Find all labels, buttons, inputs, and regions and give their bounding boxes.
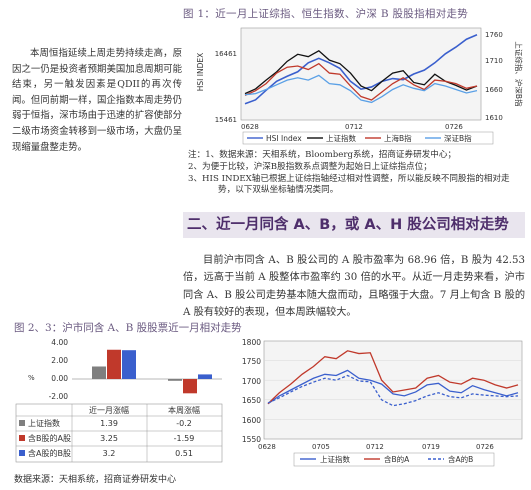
legend-label-hsi: HSI Index	[266, 134, 302, 143]
bar-ytick-3: -2.00	[49, 392, 69, 401]
section-title: 二、近一月同含 A、B，或 A、H 股公司相对走势	[183, 212, 525, 238]
table-cell-sh-month: 1.39	[100, 419, 118, 428]
note-3: 3、HIS INDEX轴已根据上证综指轴经过相对性调整，所以能反映不同股指的相对…	[188, 173, 510, 196]
fig3-line-ba	[267, 374, 519, 407]
bar-sh-month	[92, 366, 106, 379]
plot-area	[240, 27, 482, 121]
figure-3-lines	[267, 350, 519, 407]
bar-ylabel: %	[28, 374, 35, 382]
left-paragraph: 本周恒指延续上周走势持续走高，原因之一仍是投资者预期美国加息周期可能结束，另一触…	[12, 48, 182, 153]
line-sz-b	[244, 74, 478, 104]
bar-ba-week	[198, 374, 212, 379]
bar-ba-month	[122, 350, 136, 379]
table-swatch-sh	[19, 420, 25, 426]
table-cell-ab-week: -1.59	[174, 434, 195, 443]
note-1: 注：1、数据来源：天相系统，Bloomberg系统，招商证券研发中心；	[188, 150, 457, 160]
data-source: 数据来源：天相系统，招商证券研发中心	[14, 475, 177, 485]
body-paragraph: 目前沪市同含 A、B 股公司的 A 股市盈率为 68.96 倍，B 股为 42.…	[183, 255, 525, 318]
right-tick-3: 1610	[485, 114, 503, 122]
x-tick-0712: 0712	[345, 123, 363, 131]
table-cell-ab-month: 3.25	[100, 434, 118, 443]
figure-3-line-chart: 1800 1750 1700 1650 1600 1550 0628 0705 …	[236, 336, 526, 468]
figure-2-bars	[92, 349, 212, 394]
table-col-header-month: 近一月涨幅	[89, 405, 129, 415]
figure-1-svg: HSI INDEX 上证综指、沪深B指 16461 15461 1760 171…	[183, 22, 525, 146]
table-row-label-ab: 含B股的A股	[28, 433, 71, 443]
table-swatch-ba	[19, 450, 25, 456]
bar-ab-month	[107, 349, 121, 379]
table-swatch-ab	[19, 435, 25, 441]
fig3-xtick-0719: 0719	[422, 443, 440, 451]
table-row-label-ba: 含A股的B股	[28, 448, 71, 458]
fig3-legend-label-ab: 含B的A	[384, 454, 410, 464]
note-2: 2、为便于比较，沪深B股指数系点调整为起始日上证综指点位；	[188, 161, 432, 172]
left-axis-label: HSI INDEX	[196, 53, 205, 91]
bar-ytick-2: 0.00	[51, 374, 68, 383]
line-sh-composite	[244, 49, 478, 95]
fig3-xtick-0628: 0628	[258, 443, 276, 451]
fig3-line-ab	[267, 350, 519, 405]
right-tick-2: 1660	[485, 86, 503, 94]
figure-1-caption: 图 1：近一月上证综指、恒生指数、沪深 B 股股指相对走势	[183, 8, 469, 20]
right-tick-0: 1760	[485, 31, 503, 39]
figure-1-chart: HSI INDEX 上证综指、沪深B指 16461 15461 1760 171…	[183, 22, 525, 146]
bar-ab-week	[183, 379, 197, 394]
legend-label-sh: 上证指数	[326, 133, 356, 143]
fig3-xtick-0712: 0712	[366, 443, 384, 451]
x-tick-0726: 0726	[445, 123, 463, 131]
table-cell-ba-month: 3.2	[103, 449, 116, 458]
figure-1-lines	[244, 33, 478, 105]
left-tick-0: 16461	[215, 50, 237, 58]
left-tick-1: 15461	[215, 116, 237, 124]
fig3-plot-area	[263, 340, 523, 440]
bar-ytick-0: 4.00	[51, 338, 68, 347]
table-row-label-sh: 上证指数	[28, 418, 60, 428]
figure-2-bar-chart: % 4.00 2.00 0.00 -2.00 近一月涨幅 本周涨幅 上证指数 1…	[14, 336, 224, 468]
bar-ytick-1: 2.00	[51, 356, 68, 365]
fig3-ytick-1650: 1650	[242, 396, 261, 405]
line-hsi	[244, 33, 478, 105]
fig3-legend-label-ba: 含A的B	[448, 454, 473, 464]
fig3-ytick-1800: 1800	[242, 338, 261, 347]
fig3-ytick-1750: 1750	[242, 357, 261, 366]
right-axis-label: 上证综指、沪深B指	[514, 41, 524, 107]
table-cell-sh-week: -0.2	[176, 419, 192, 428]
figure-1-notes: 注：1、数据来源：天相系统，Bloomberg系统，招商证券研发中心； 2、为便…	[188, 150, 526, 197]
fig3-legend	[293, 452, 495, 467]
figure-2-3-caption: 图 2、3：沪市同含 A、B 股股票近一月相对走势	[14, 322, 242, 334]
bar-data-table	[15, 403, 223, 463]
fig3-xtick-0726: 0726	[476, 443, 494, 451]
x-tick-0628: 0628	[241, 123, 259, 131]
fig3-xtick-0705: 0705	[312, 443, 330, 451]
fig3-legend-label-sh: 上证指数	[320, 454, 350, 464]
fig3-ytick-1550: 1550	[242, 435, 261, 444]
fig3-ytick-1600: 1600	[242, 416, 261, 425]
right-tick-1: 1710	[485, 57, 503, 65]
table-cell-ba-week: 0.51	[175, 449, 193, 458]
fig3-line-sh	[267, 369, 519, 405]
fig3-ytick-1700: 1700	[242, 377, 261, 386]
legend-label-shb: 上海B指	[384, 133, 412, 143]
table-col-header-week: 本周涨幅	[168, 405, 200, 415]
legend-label-szb: 深证B指	[444, 133, 472, 143]
figure-3-svg: 1800 1750 1700 1650 1600 1550 0628 0705 …	[236, 336, 526, 468]
figure-2-svg: % 4.00 2.00 0.00 -2.00 近一月涨幅 本周涨幅 上证指数 1…	[14, 336, 224, 468]
line-sh-b	[244, 62, 478, 101]
bar-sh-week	[168, 379, 182, 381]
